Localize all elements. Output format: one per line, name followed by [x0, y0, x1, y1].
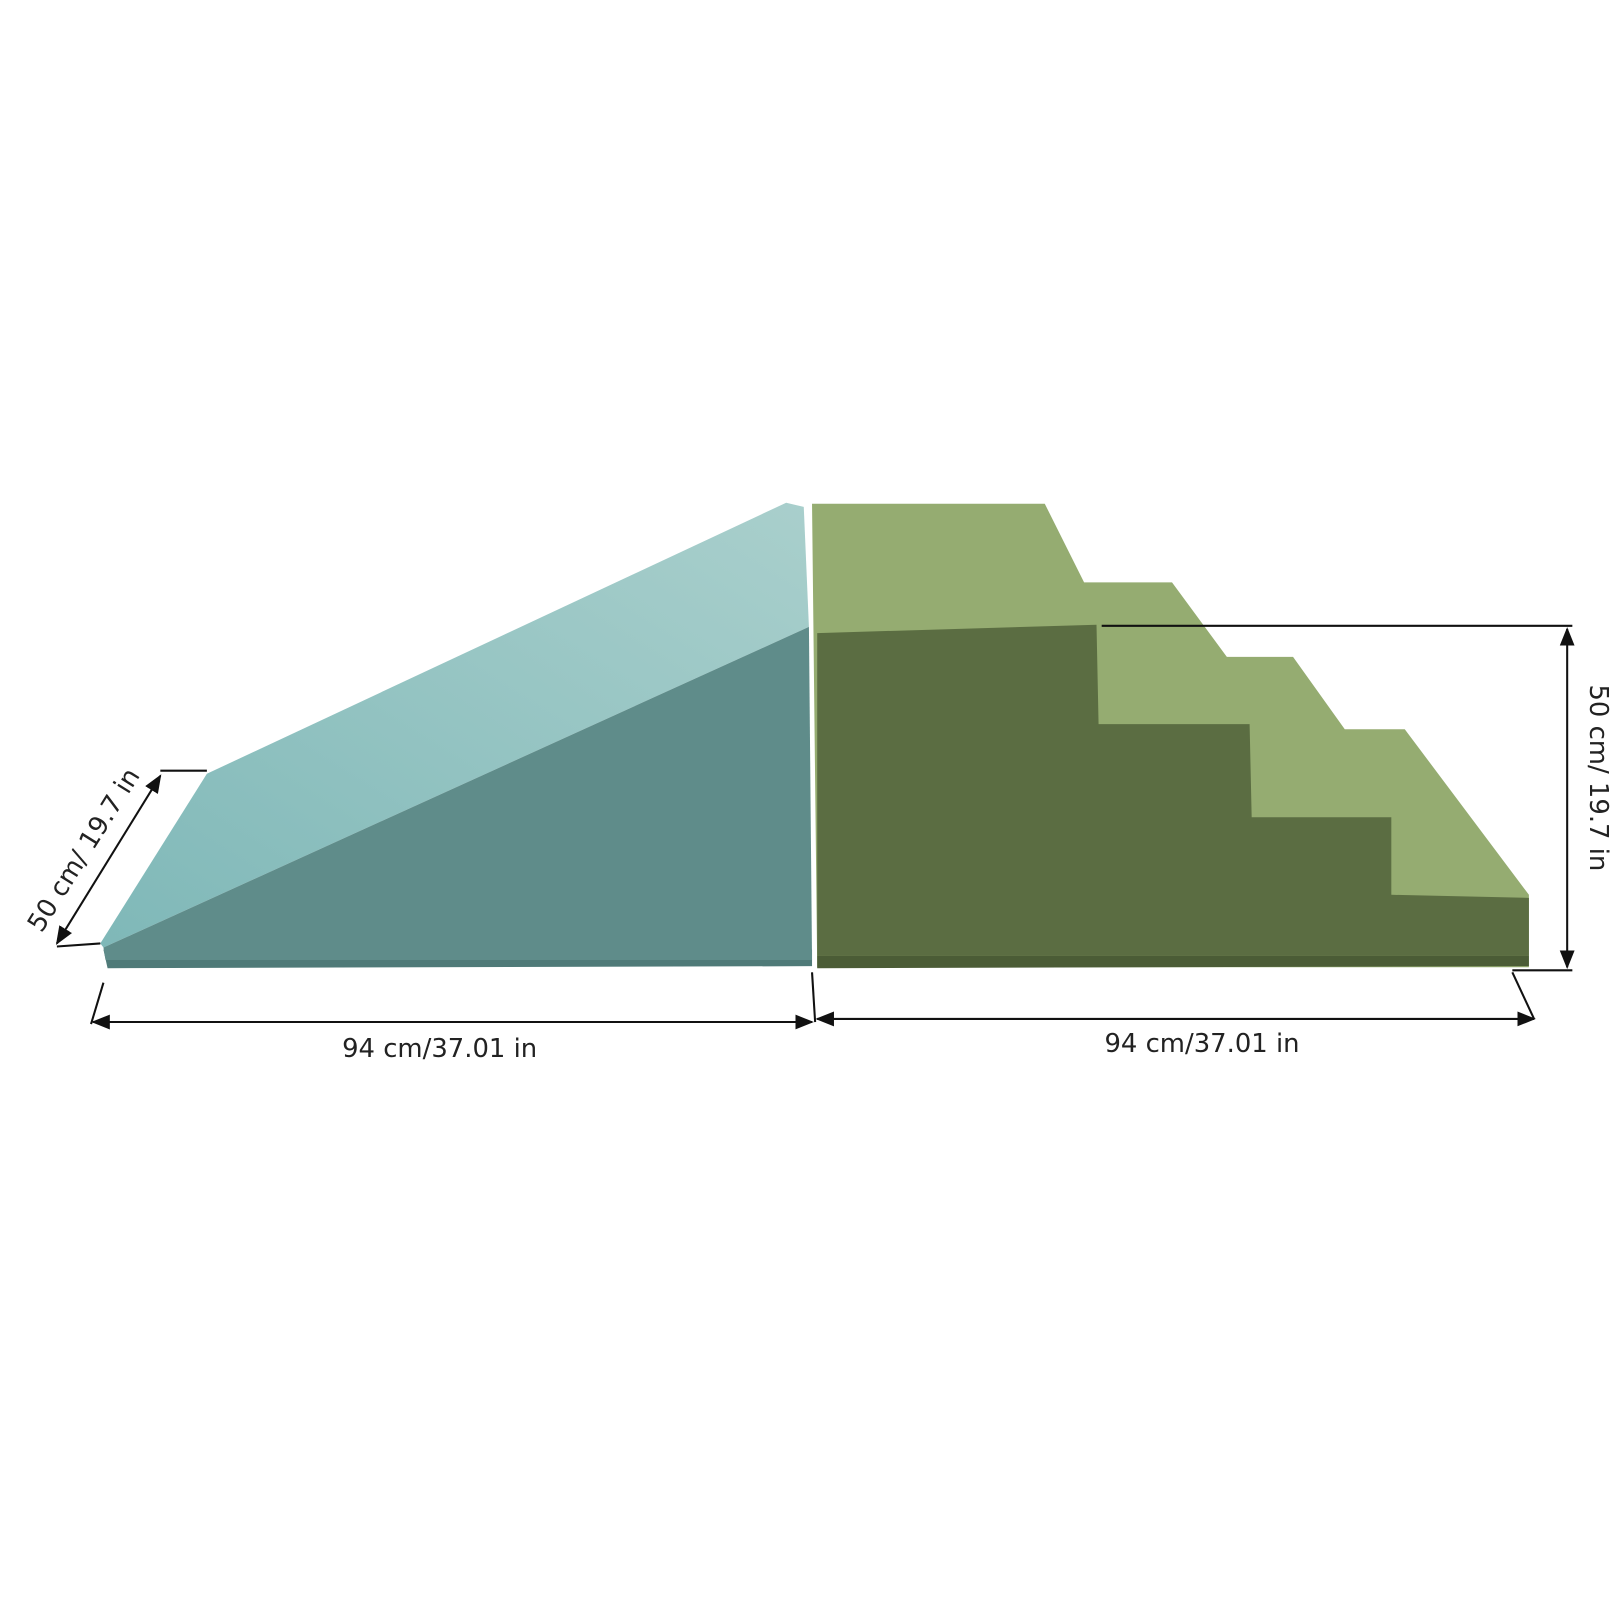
wedge	[100, 502, 813, 969]
wedge-slope	[100, 502, 809, 948]
extension-line	[56, 942, 101, 948]
dimension-lines	[55, 624, 1575, 1030]
depth-line	[55, 774, 162, 945]
stairs-front	[817, 624, 1529, 956]
extension-line	[811, 972, 817, 1023]
width-label: 94 cm/37.01 in	[342, 1034, 537, 1064]
stairs-base	[817, 955, 1529, 969]
height-label: 50 cm/ 19.7 in	[1583, 684, 1613, 871]
width-label: 94 cm/37.01 in	[1104, 1029, 1299, 1059]
extension-line	[90, 982, 105, 1025]
wedge-side	[103, 626, 813, 960]
stairs	[812, 503, 1529, 969]
extension-line	[1511, 971, 1536, 1020]
